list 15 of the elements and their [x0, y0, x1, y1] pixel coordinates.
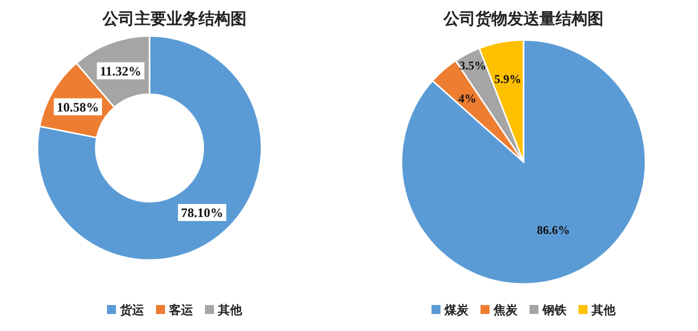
- legend-label: 客运: [168, 303, 194, 317]
- data-label: 86.6%: [536, 222, 570, 237]
- data-label: 4%: [458, 92, 476, 106]
- chart-title: 公司货物发送量结构图: [442, 9, 604, 28]
- legend-label: 其他: [590, 303, 616, 317]
- legend-label: 货运: [119, 303, 145, 317]
- legend-label: 煤炭: [444, 303, 470, 317]
- legend-label: 焦炭: [492, 303, 518, 317]
- data-label: 78.10%: [181, 205, 224, 220]
- chart-title: 公司主要业务结构图: [102, 9, 246, 28]
- data-label: 10.58%: [56, 99, 99, 114]
- data-label: 11.32%: [100, 63, 142, 78]
- data-label: 5.9%: [494, 72, 522, 86]
- legend-label: 钢铁: [542, 303, 568, 317]
- legend-label: 其他: [217, 303, 243, 317]
